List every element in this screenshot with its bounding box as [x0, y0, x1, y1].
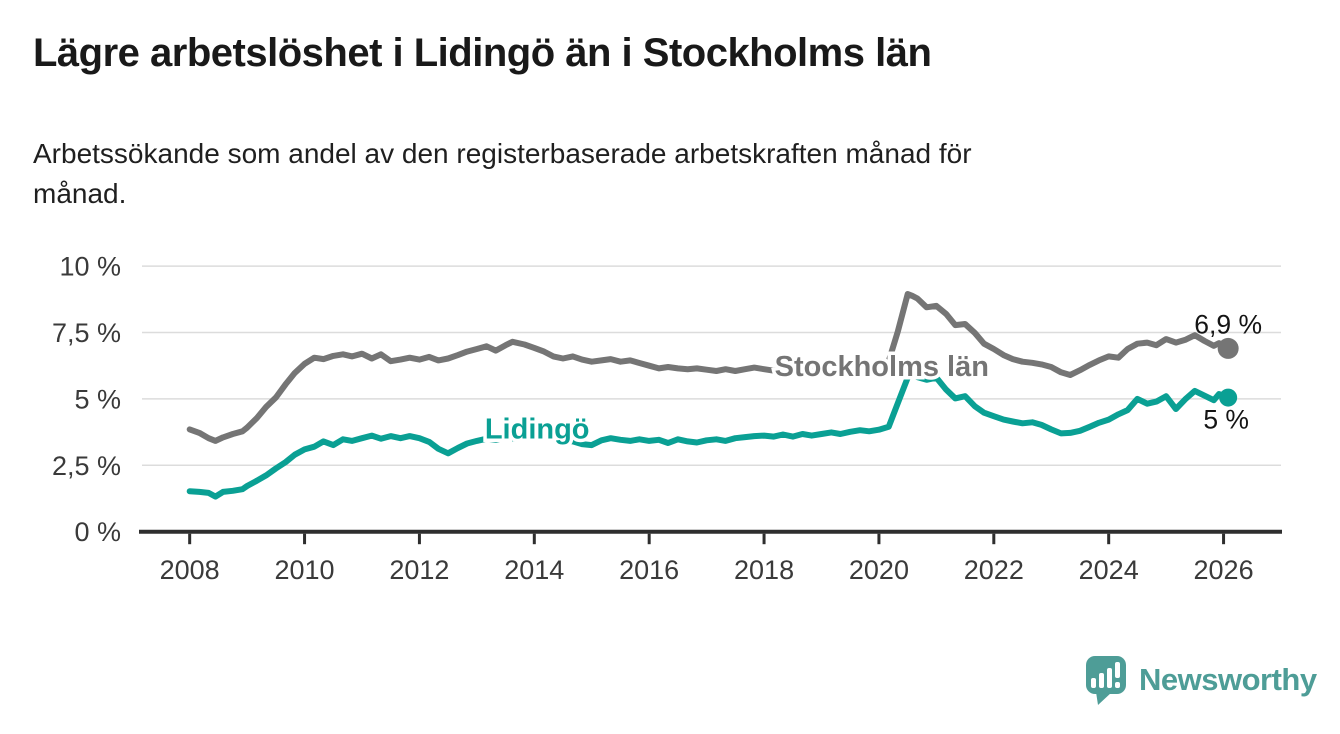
exclamation-bar: [1115, 662, 1120, 678]
exclamation-dot: [1115, 682, 1120, 688]
series-label-liding: Lidingö: [485, 413, 590, 445]
newsworthy-logo-text: Newsworthy: [1139, 662, 1317, 697]
x-tick-label: 2026: [1194, 555, 1254, 585]
chart-subtitle: Arbetssökande som andel av den registerb…: [33, 134, 972, 214]
speech-bubble-tail: [1096, 692, 1112, 705]
end-dot-liding: [1219, 388, 1238, 407]
y-tick-label: 2,5 %: [52, 451, 121, 481]
x-tick-label: 2018: [734, 555, 794, 585]
x-tick-label: 2014: [504, 555, 564, 585]
x-tick-label: 2020: [849, 555, 909, 585]
series-line-liding: [186, 372, 1232, 500]
bar-chart-bar-medium: [1099, 673, 1104, 688]
x-tick-label: 2022: [964, 555, 1024, 585]
series-label-stockholms-l-n: Stockholms län: [775, 351, 989, 383]
bar-chart-bar-small: [1091, 678, 1096, 688]
y-tick-label: 5 %: [74, 384, 121, 414]
newsworthy-logo: Newsworthy: [1084, 654, 1317, 706]
end-value-label-stockholms-l-n: 6,9 %: [1194, 309, 1262, 339]
chart-subtitle-line2: månad.: [33, 178, 127, 209]
x-tick-label: 2012: [389, 555, 449, 585]
end-dot-stockholms-l-n: [1217, 337, 1239, 359]
y-tick-label: 7,5 %: [52, 318, 121, 348]
y-tick-label: 0 %: [74, 517, 121, 547]
x-tick-label: 2024: [1079, 555, 1139, 585]
x-tick-label: 2016: [619, 555, 679, 585]
newsworthy-logo-icon: [1086, 656, 1126, 705]
x-tick-label: 2010: [275, 555, 335, 585]
x-tick-label: 2008: [160, 555, 220, 585]
series-line-stockholms-l-n: [186, 291, 1232, 444]
page-title: Lägre arbetslöshet i Lidingö än i Stockh…: [33, 31, 932, 75]
y-tick-label: 10 %: [59, 252, 121, 282]
bar-chart-bar-tall: [1107, 668, 1112, 688]
chart-subtitle-line1: Arbetssökande som andel av den registerb…: [33, 138, 972, 169]
end-value-label-liding: 5 %: [1203, 405, 1249, 435]
